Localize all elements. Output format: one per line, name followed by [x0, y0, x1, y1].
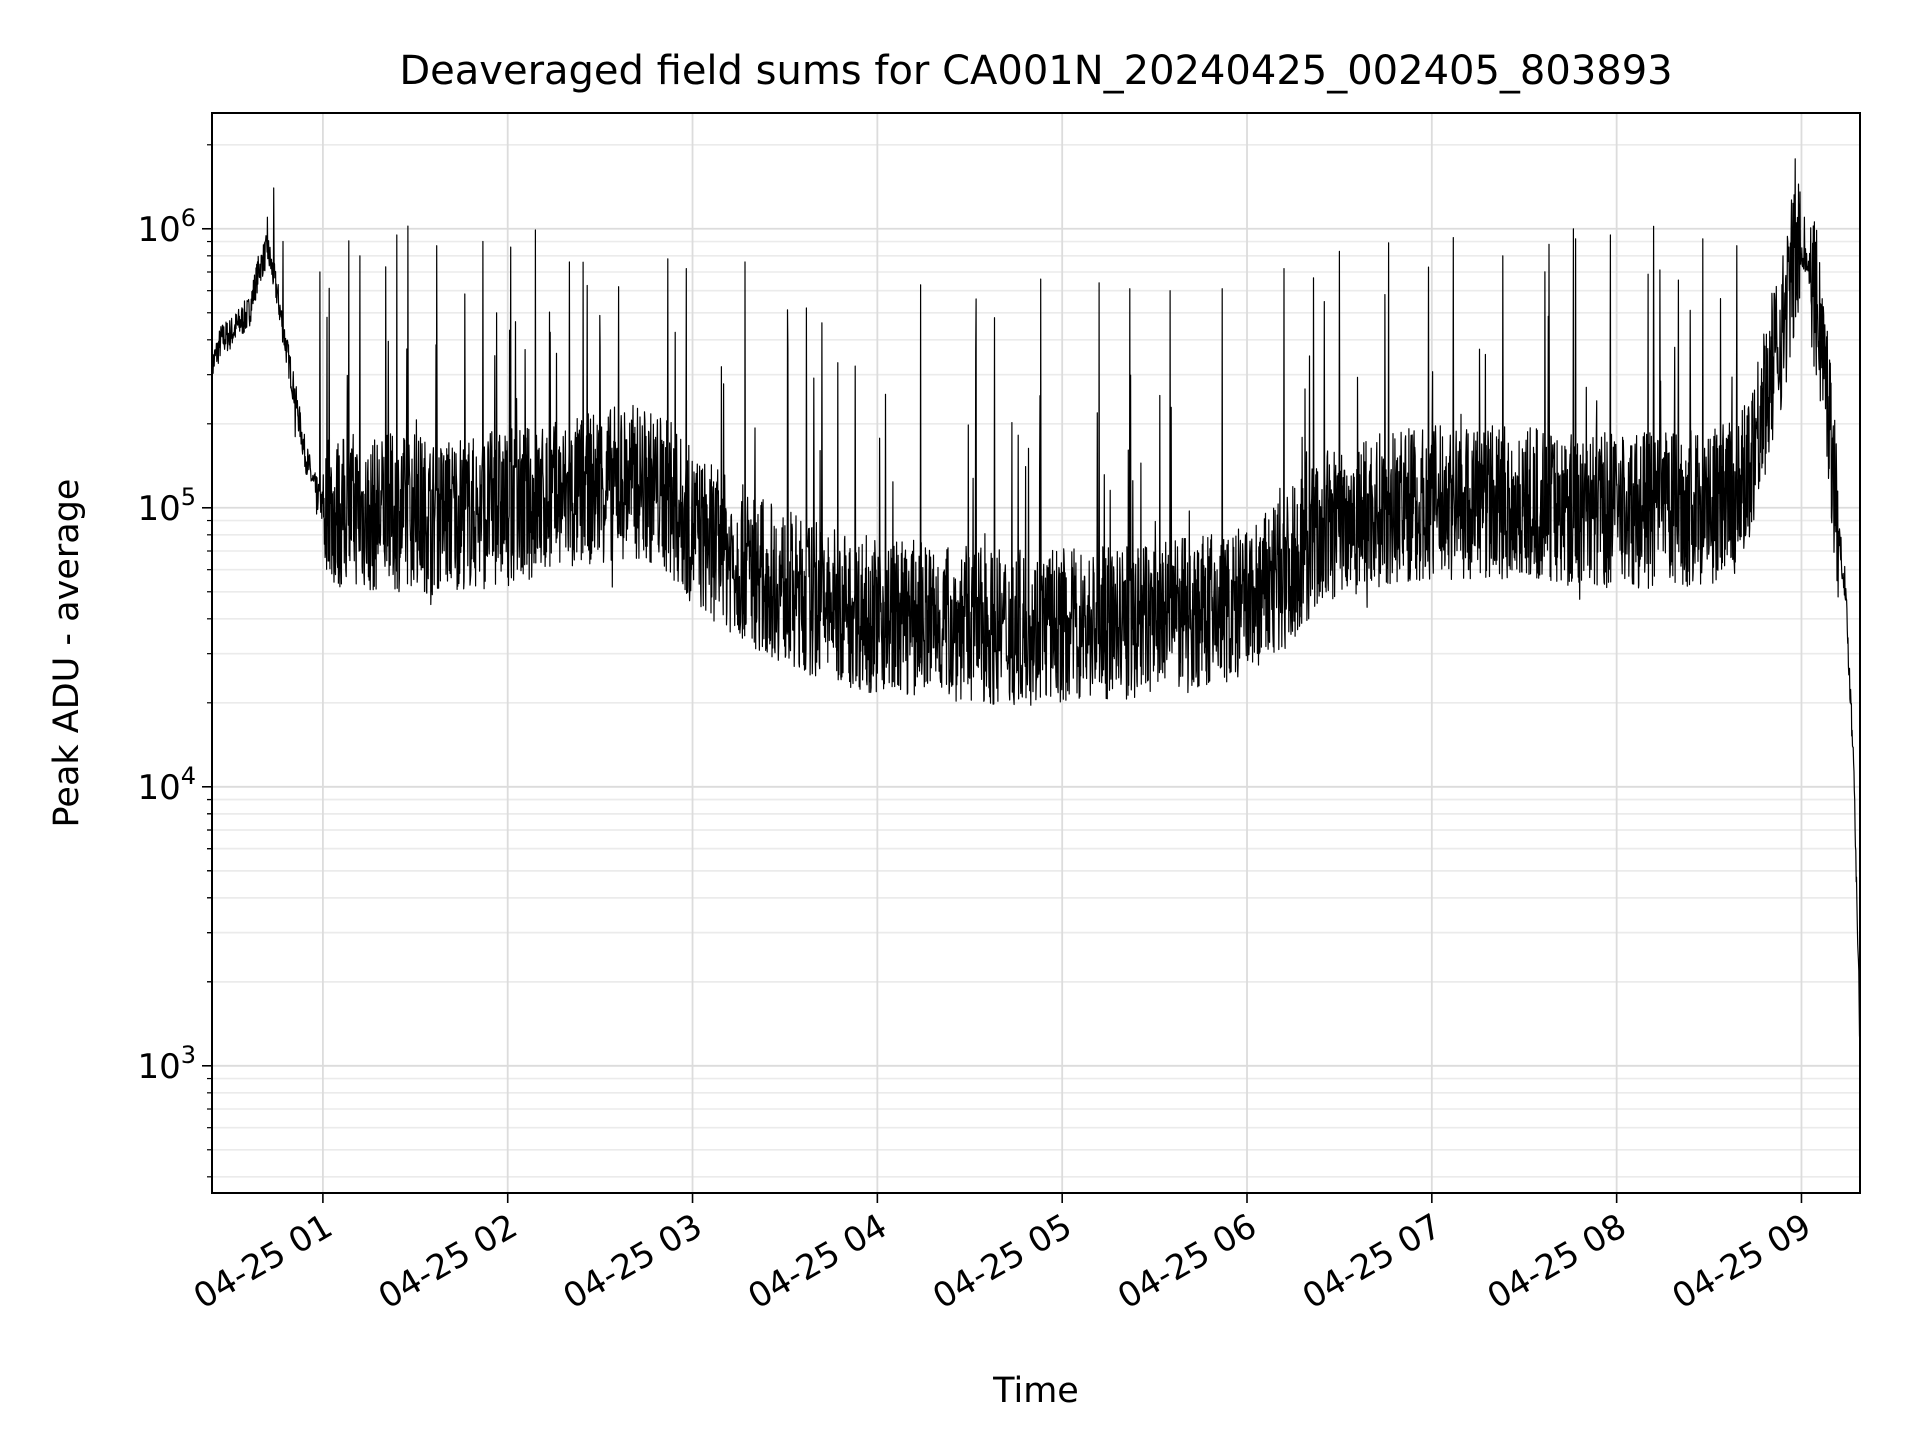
- chart-title: Deaveraged field sums for CA001N_2024042…: [399, 48, 1672, 94]
- grid: [212, 113, 1860, 1193]
- axes-frame: [211, 112, 1861, 1194]
- x-axis-label: Time: [992, 1371, 1079, 1411]
- y-tick-label: 104: [137, 762, 196, 808]
- series-line: [211, 158, 1861, 1045]
- plot-area: [211, 158, 1861, 1045]
- y-axis-label: Peak ADU - average: [47, 479, 87, 828]
